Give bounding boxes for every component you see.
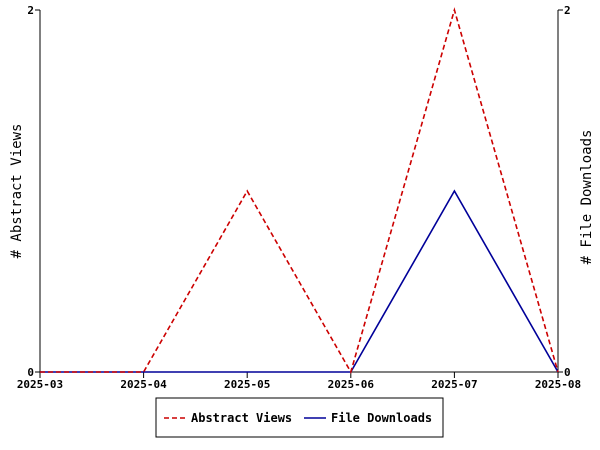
- series-line-file-downloads: [40, 189, 559, 373]
- series-lines: [40, 7, 559, 375]
- series-line-abstract-views: [40, 7, 559, 375]
- x-tick-label: 2025-05: [224, 378, 270, 391]
- y-tick-label-left: 0: [27, 366, 34, 379]
- legend: Abstract Views File Downloads: [155, 397, 444, 438]
- y-tick-label-left: 2: [27, 4, 34, 17]
- y-tick-label-right: 2: [564, 4, 571, 17]
- x-tick-label: 2025-08: [535, 378, 581, 391]
- x-tick-label: 2025-07: [431, 378, 477, 391]
- tick-labels: 0 2 0 2 2025-03 2025-04 2025-05 2025-06 2025-07 2…: [17, 4, 581, 391]
- y-axis-title-right: # File Downloads: [579, 130, 595, 265]
- legend-label-file-downloads: File Downloads: [331, 411, 432, 425]
- x-tick-label: 2025-04: [120, 378, 167, 391]
- x-tick-label: 2025-03: [17, 378, 63, 391]
- legend-box: [155, 397, 444, 438]
- y-tick-label-right: 0: [564, 366, 571, 379]
- axes: [35, 9, 563, 378]
- y-axis-title-left: # Abstract Views: [9, 124, 25, 259]
- legend-label-abstract-views: Abstract Views: [191, 411, 292, 425]
- x-tick-label: 2025-06: [328, 378, 375, 391]
